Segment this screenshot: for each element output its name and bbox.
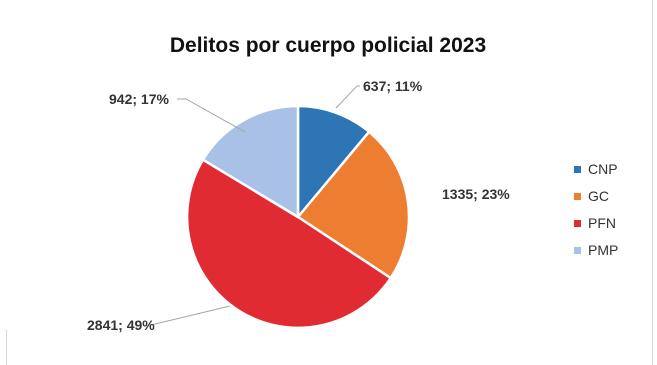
legend-label-pmp: PMP (588, 242, 618, 258)
data-label-cnp: 637; 11% (363, 78, 423, 94)
pie-slice-pfn (185, 158, 392, 330)
pie-slice-pmp (201, 104, 300, 219)
legend-swatch-gc (574, 193, 581, 200)
legend: CNP GC PFN PMP (574, 161, 618, 258)
pie-slice-cnp (296, 104, 371, 219)
pie-slice-gc (296, 130, 411, 280)
legend-swatch-pfn (574, 220, 581, 227)
data-label-pfn: 2841; 49% (87, 317, 155, 333)
pie-slices (185, 104, 411, 330)
leader-lines (150, 85, 360, 326)
leader-line-pfn (150, 305, 231, 326)
legend-swatch-cnp (574, 166, 581, 173)
legend-label-cnp: CNP (588, 161, 618, 177)
frame-border-left (6, 330, 7, 365)
legend-swatch-pmp (574, 247, 581, 254)
frame-border-right (652, 0, 653, 365)
data-label-gc: 1335; 23% (442, 186, 510, 202)
data-label-pmp: 942; 17% (109, 91, 169, 107)
chart-title: Delitos por cuerpo policial 2023 (170, 34, 486, 57)
leader-line-pmp (177, 98, 246, 133)
legend-label-pfn: PFN (588, 215, 616, 231)
leader-line-cnp (335, 85, 360, 109)
legend-label-gc: GC (588, 188, 609, 204)
